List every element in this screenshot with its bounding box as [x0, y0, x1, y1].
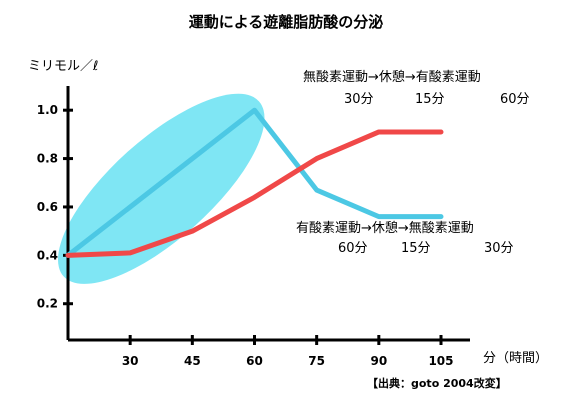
x-tick-label: 45 — [184, 354, 201, 368]
y-tick-label: 0.2 — [37, 297, 58, 311]
x-tick-label: 60 — [246, 354, 263, 368]
source-note: 【出典：goto 2004改変】 — [367, 376, 507, 390]
x-tick-label: 75 — [308, 354, 325, 368]
y-tick-label: 1.0 — [37, 103, 58, 117]
red-series-line — [65, 129, 444, 258]
annotation-2-t3: 30分 — [484, 241, 514, 256]
x-tick-label: 30 — [122, 354, 139, 368]
x-tick-label: 90 — [370, 354, 387, 368]
y-tick-label: 0.8 — [37, 152, 58, 166]
annotation-1-t2: 15分 — [415, 92, 445, 107]
x-axis-label: 分（時間） — [483, 351, 548, 366]
x-tick-label: 105 — [428, 354, 453, 368]
annotation-2-line1: 有酸素運動→休憩→無酸素運動 — [296, 220, 474, 236]
annotation-1-t3: 60分 — [500, 92, 530, 107]
annotation-1-line1: 無酸素運動→休憩→有酸素運動 — [303, 69, 481, 85]
y-axis-label: ミリモル／ℓ — [28, 59, 98, 74]
blue-series-line — [65, 107, 444, 258]
highlight-ellipse — [57, 93, 265, 284]
y-tick-label: 0.4 — [37, 248, 58, 262]
annotation-2-t2: 15分 — [401, 241, 431, 256]
y-tick-label: 0.6 — [37, 200, 58, 214]
chart-title: 運動による遊離脂肪酸の分泌 — [189, 13, 384, 31]
annotation-2-t1: 60分 — [338, 241, 368, 256]
annotation-1-t1: 30分 — [344, 92, 374, 107]
